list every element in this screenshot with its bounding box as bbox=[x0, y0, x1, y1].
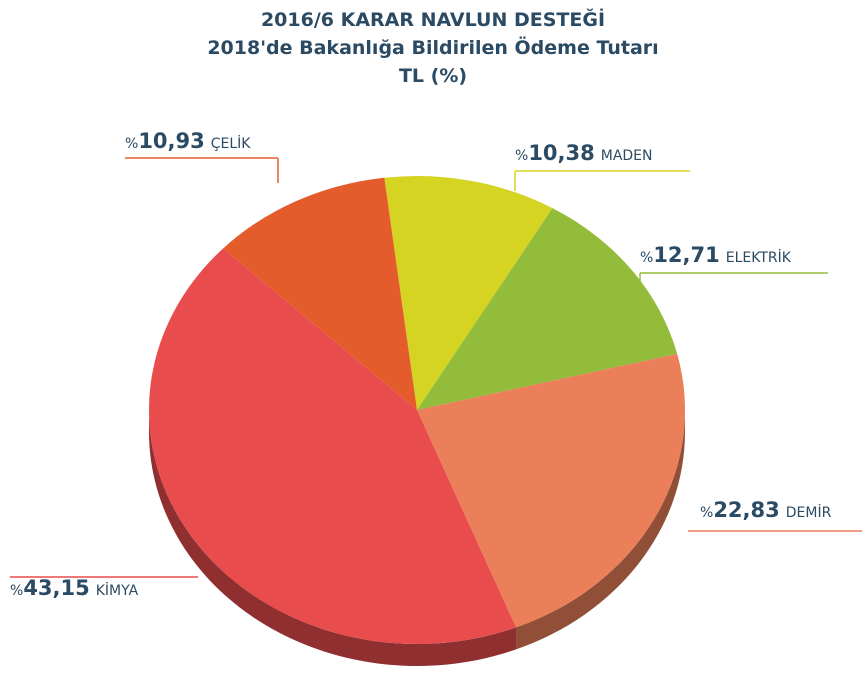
data-label: %22,83 DEMİR bbox=[700, 498, 832, 522]
value-label: %12,71 bbox=[640, 243, 720, 267]
slice-side bbox=[516, 410, 685, 650]
value-label: %43,15 bbox=[10, 576, 90, 600]
slice bbox=[148, 248, 517, 645]
slice bbox=[417, 353, 685, 628]
category-label: ÇELİK bbox=[211, 134, 252, 152]
chart-unit: TL (%) bbox=[399, 65, 467, 87]
chart-title: 2016/6 KARAR NAVLUN DESTEĞİ bbox=[261, 7, 605, 31]
chart-subtitle: 2018'de Bakanlığa Bildirilen Ödeme Tutar… bbox=[207, 35, 658, 59]
data-label: %43,15 KİMYA bbox=[10, 576, 139, 600]
category-label: ELEKTRİK bbox=[726, 248, 792, 266]
slice bbox=[417, 208, 678, 410]
category-label: MADEN bbox=[601, 148, 653, 164]
value-label: %10,93 bbox=[125, 129, 205, 153]
data-label: %10,93 ÇELİK bbox=[125, 129, 251, 153]
category-label: KİMYA bbox=[96, 581, 139, 599]
data-label: %12,71 ELEKTRİK bbox=[640, 243, 792, 267]
value-label: %10,38 bbox=[515, 141, 595, 165]
slice bbox=[384, 176, 553, 410]
category-label: DEMİR bbox=[786, 503, 832, 521]
value-label: %22,83 bbox=[700, 498, 780, 522]
data-label: %10,38 MADEN bbox=[515, 141, 653, 165]
slice-side bbox=[149, 410, 517, 667]
slice bbox=[223, 177, 417, 410]
